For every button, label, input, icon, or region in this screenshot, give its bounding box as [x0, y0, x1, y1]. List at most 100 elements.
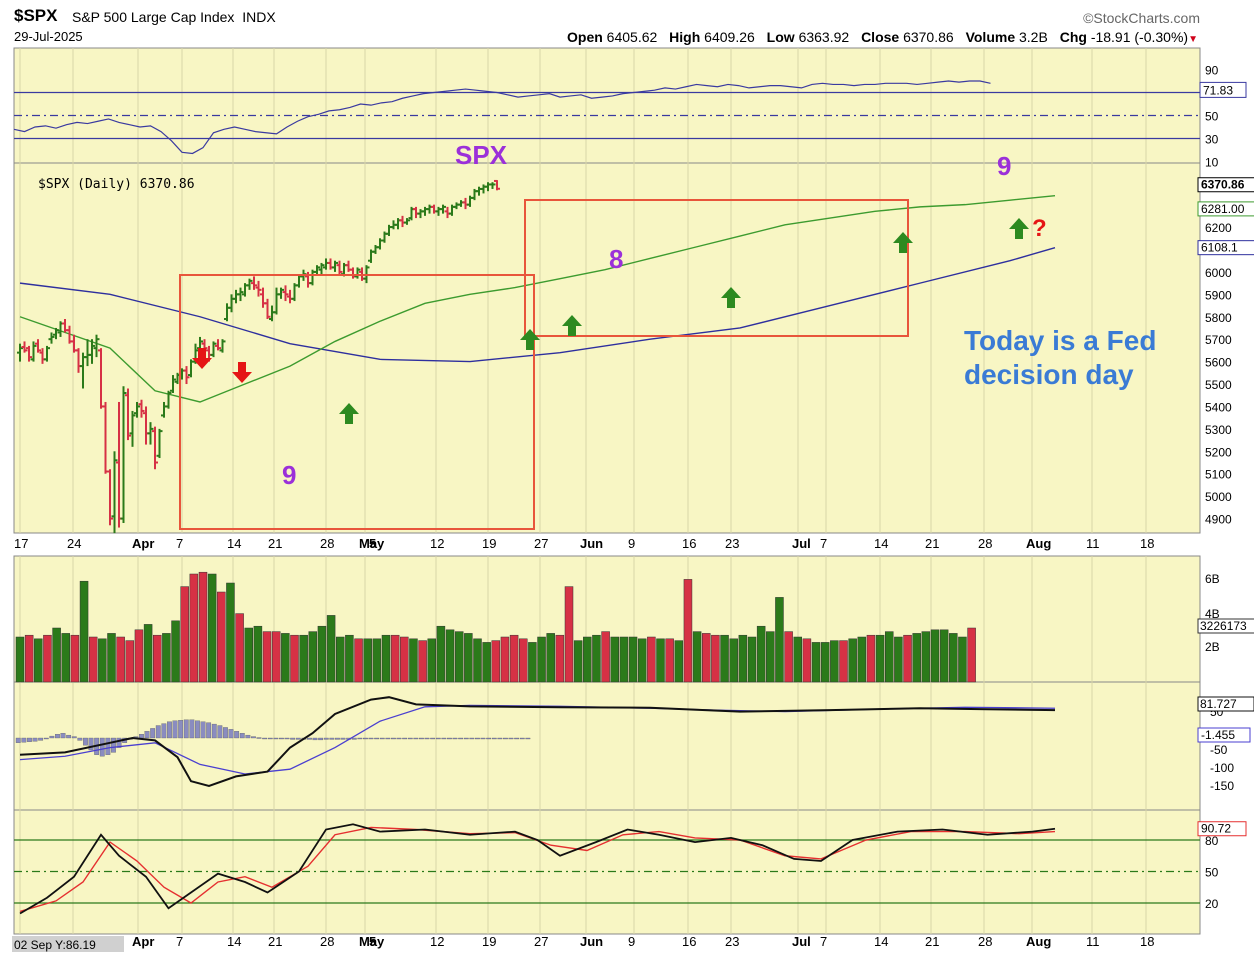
x-tick-label: 7: [820, 536, 827, 551]
price-bar: [89, 339, 95, 364]
x-tick-label: Aug: [1026, 536, 1051, 551]
macd-histogram-bar: [312, 737, 318, 741]
macd-tick: -50: [1210, 743, 1228, 757]
price-bar: [264, 298, 271, 319]
x-tick-label: 28: [978, 934, 992, 949]
volume-bar: [921, 631, 931, 683]
volume-bar: [24, 634, 34, 683]
macd-histogram-bar: [514, 737, 520, 740]
volume-bar: [43, 634, 52, 683]
x-tick-label: Apr: [132, 934, 154, 949]
rsi-line: [13, 80, 991, 155]
macd-histogram-bar: [161, 723, 167, 739]
volume-bar: [61, 633, 70, 683]
volume-bar: [647, 636, 656, 683]
price-bar: [107, 469, 113, 526]
volume-bar: [299, 634, 308, 683]
macd-histogram-bar: [21, 737, 27, 743]
macd-histogram-bar: [284, 737, 290, 740]
macd-histogram-bar: [267, 737, 273, 740]
macd-histogram-bar: [475, 737, 480, 740]
down-triangle-icon: ▼: [1188, 34, 1198, 45]
volume-bar: [958, 636, 967, 683]
macd-histogram-bar: [525, 737, 531, 740]
x-tick-label: 18: [1140, 934, 1154, 949]
macd-histogram-bar: [206, 722, 212, 739]
volume-bar: [793, 636, 802, 683]
volume-bar: [820, 642, 830, 683]
volume-bar: [528, 642, 537, 683]
count-9-high: 9: [997, 151, 1011, 181]
volume-tick: 4B: [1205, 607, 1220, 621]
ma-fast-line: [19, 194, 1056, 403]
rsi-last-value: 71.83: [1203, 83, 1233, 97]
volume-last-value: 3226173: [1200, 619, 1247, 633]
volume-bar: [537, 636, 546, 683]
macd-histogram-bar: [508, 737, 514, 740]
stoch-tick: 20: [1205, 897, 1219, 911]
price-bar: [152, 426, 158, 470]
x-tick-label: Apr: [132, 536, 154, 551]
x-tick-label: 12: [430, 536, 444, 551]
x-tick-label: 14: [874, 536, 888, 551]
price-bar: [165, 390, 172, 409]
volume-bar: [52, 627, 61, 683]
chart-header: $SPX S&P 500 Large Cap Index INDX 29-Jul…: [0, 0, 1254, 48]
macd-histogram-bar: [480, 737, 486, 740]
macd-histogram-bar: [458, 737, 464, 740]
volume-bar: [308, 631, 318, 683]
x-tick-label: Jun: [580, 536, 603, 551]
price-bar: [332, 260, 338, 272]
macd-histogram-bar: [503, 737, 508, 740]
volume-bar: [345, 634, 354, 683]
volume-bar: [171, 620, 180, 683]
macd-histogram-bar: [43, 737, 49, 740]
price-tick: 5600: [1205, 356, 1232, 370]
macd-histogram-bar: [340, 737, 346, 740]
rsi-panel: [13, 47, 1201, 164]
macd-histogram-bar: [419, 737, 424, 740]
price-tick: 5200: [1205, 445, 1232, 459]
volume-bar: [153, 634, 162, 683]
volume-bar: [766, 631, 775, 683]
consolidation-box-2: [524, 199, 909, 337]
price-tick: 5000: [1205, 490, 1232, 504]
price-panel: [13, 162, 1201, 534]
volume-bar: [281, 633, 290, 683]
price-bar: [183, 366, 190, 385]
count-8: 8: [609, 244, 623, 274]
macd-histogram-bar: [189, 719, 195, 739]
volume-bar: [482, 642, 491, 683]
fed-note-line2: decision day: [964, 359, 1134, 390]
price-bar: [170, 375, 176, 393]
price-last-value: 6281.00: [1201, 202, 1245, 216]
x-tick-label: 5: [369, 536, 376, 551]
macd-histogram-bar: [407, 737, 413, 740]
volume-tick: 2B: [1205, 640, 1220, 654]
volume-bar: [729, 638, 738, 683]
stockcharts-logo[interactable]: ©StockCharts.com: [1083, 10, 1200, 26]
stochastic-panel: [13, 809, 1201, 935]
volume-bar: [619, 636, 629, 683]
price-bar: [53, 327, 59, 340]
price-bar: [489, 182, 496, 189]
price-bar: [440, 204, 446, 214]
volume-bar: [555, 634, 565, 683]
macd-histogram-bar: [307, 737, 312, 740]
volume-bar: [939, 629, 949, 683]
volume-bar: [519, 638, 528, 683]
volume-bar: [711, 634, 720, 683]
macd-histogram-bar: [318, 737, 324, 741]
macd-tick: -150: [1210, 779, 1234, 793]
x-tick-label: 17: [14, 536, 28, 551]
stoch-tick: 50: [1205, 866, 1219, 880]
volume-bar: [253, 625, 263, 683]
volume-bar: [390, 634, 400, 683]
macd-histogram-bar: [279, 737, 284, 740]
price-bar: [404, 218, 410, 225]
x-tick-label: 27: [534, 934, 548, 949]
volume-bar: [116, 636, 125, 683]
count-9-low: 9: [282, 460, 296, 490]
x-tick-label: Jul: [792, 934, 811, 949]
